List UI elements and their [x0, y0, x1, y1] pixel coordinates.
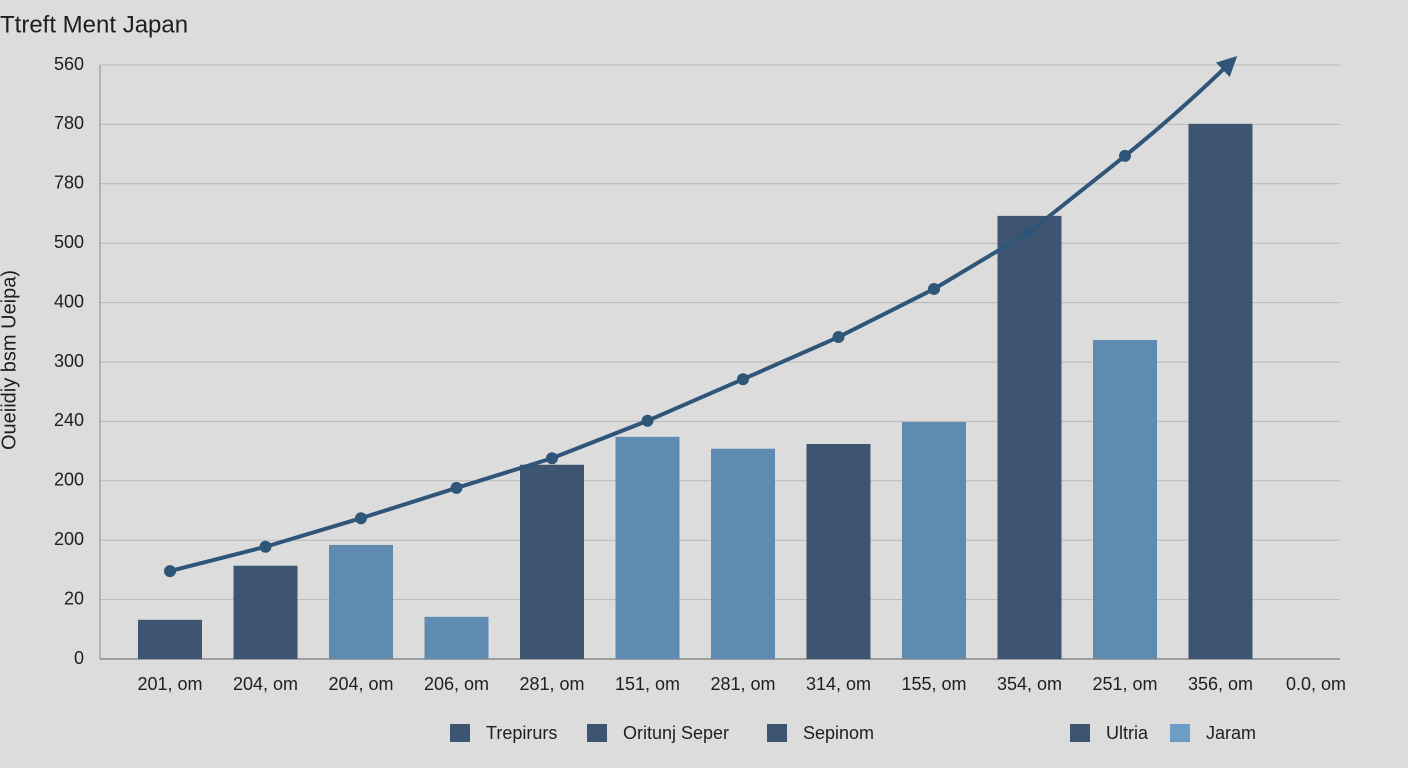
x-tick-label: 204, om [233, 674, 298, 694]
y-tick-label: 400 [54, 291, 84, 311]
line-point [259, 540, 272, 553]
y-tick-label: 240 [54, 410, 84, 430]
x-tick-label: 201, om [137, 674, 202, 694]
legend-label: Sepinom [803, 723, 874, 743]
bar [233, 565, 298, 659]
legend-label: Ultria [1106, 723, 1149, 743]
line-point [928, 282, 940, 295]
bar [902, 421, 966, 659]
y-tick-label: 200 [54, 529, 84, 549]
x-tick-label: 204, om [328, 674, 393, 694]
x-tick-label: 155, om [901, 674, 966, 694]
y-axis-label: Oueiidiy bsm Ueipa) [0, 270, 20, 450]
line-point [1023, 225, 1036, 238]
bar [138, 619, 202, 659]
bar [997, 215, 1062, 659]
bar [1093, 340, 1157, 659]
bar [806, 443, 871, 659]
legend-swatch [1170, 724, 1190, 742]
y-tick-label: 780 [54, 173, 84, 193]
x-tick-label: 314, om [806, 674, 871, 694]
trend-arrow [1123, 55, 1238, 158]
chart-title: Ttreft Ment Japan [0, 11, 188, 38]
y-tick-label: 500 [54, 232, 84, 252]
x-tick-label: 251, om [1092, 674, 1157, 694]
x-tick-label: 206, om [424, 674, 489, 694]
legend-swatch [450, 724, 470, 742]
bar [424, 616, 489, 659]
legend-swatch [1070, 724, 1090, 742]
legend-label: Trepirurs [486, 723, 557, 743]
bar [329, 544, 393, 659]
legend-label: Jaram [1206, 723, 1256, 743]
line-point [641, 414, 654, 427]
line-point [1119, 149, 1131, 162]
bar [615, 436, 680, 659]
line-point [164, 565, 176, 578]
line-point [832, 331, 845, 344]
line-point [355, 512, 367, 525]
bar [711, 448, 775, 659]
x-tick-label: 281, om [710, 674, 775, 694]
x-tick-label: 356, om [1188, 674, 1253, 694]
legend-swatch [587, 724, 607, 742]
x-tick-label: 151, om [615, 674, 680, 694]
bar [520, 464, 584, 659]
x-tick-label: 281, om [519, 674, 584, 694]
y-tick-label: 0 [74, 648, 84, 668]
line-point [737, 373, 749, 386]
y-tick-label: 780 [54, 113, 84, 133]
line-point [450, 481, 463, 494]
x-tick-label: 0.0, om [1286, 674, 1346, 694]
y-tick-label: 560 [54, 54, 84, 74]
y-tick-label: 20 [64, 588, 84, 608]
legend-label: Oritunj Seper [623, 723, 729, 743]
y-tick-label: 300 [54, 351, 84, 371]
legend-swatch [767, 724, 787, 742]
bar [1188, 123, 1253, 659]
line-point [546, 452, 558, 465]
x-tick-label: 354, om [997, 674, 1062, 694]
y-tick-label: 200 [54, 470, 84, 490]
